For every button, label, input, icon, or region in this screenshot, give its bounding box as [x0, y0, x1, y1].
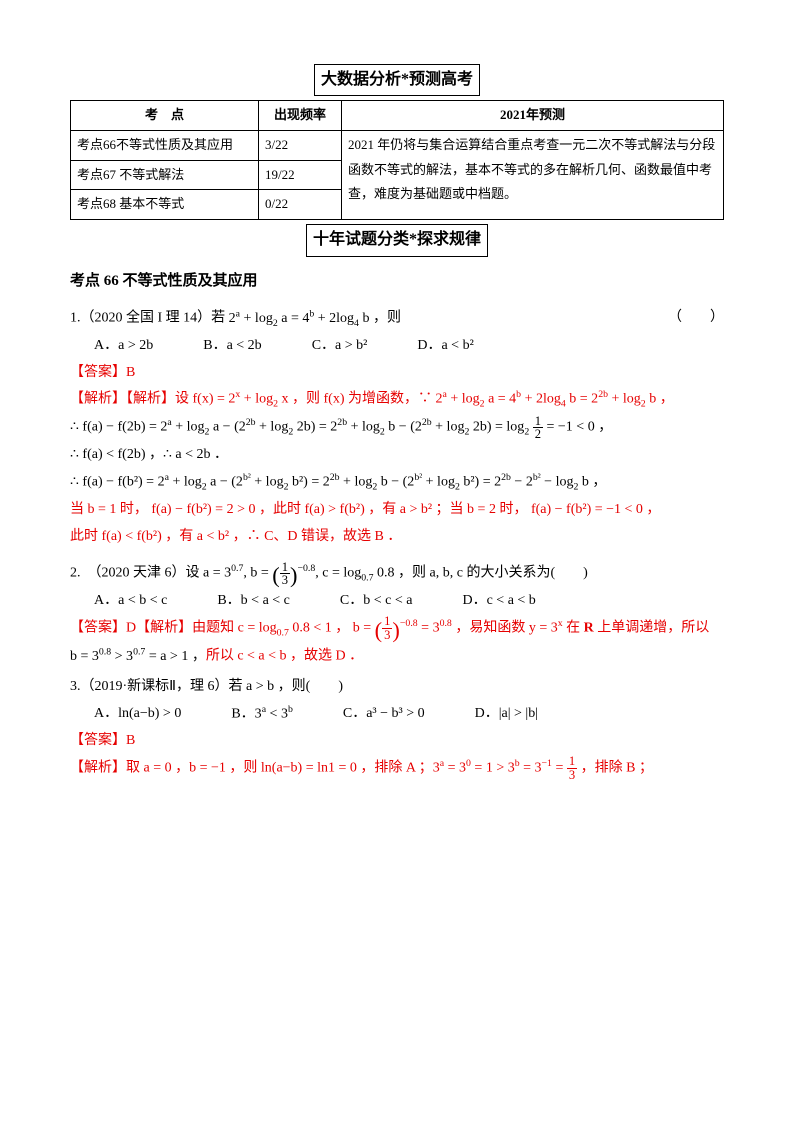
opt-d: D．c < a < b: [462, 588, 535, 615]
table-header-row: 考 点 出现频率 2021年预测: [71, 101, 724, 131]
question-3: 3.（2019·新课标Ⅱ，理 6）若 a > b ，则( ) A．ln(a−b)…: [70, 674, 724, 782]
q1-answer: 【答案】B: [70, 360, 724, 387]
q2-stem: 2. （2020 天津 6）设 a = 30.7, b = (13)−0.8, …: [70, 560, 724, 588]
table-row: 考点66不等式性质及其应用 3/22 2021 年仍将与集合运算结合重点考查一元…: [71, 131, 724, 161]
opt-b: B．a < 2b: [203, 333, 261, 360]
th-freq: 出现频率: [259, 101, 342, 131]
question-1: 1.（2020 全国 I 理 14）若 2a + log2 a = 4b + 2…: [70, 305, 724, 550]
cell-freq: 3/22: [259, 131, 342, 161]
opt-c: C．a > b²: [312, 333, 368, 360]
opt-d: D．a < b²: [417, 333, 473, 360]
cell-point: 考点68 基本不等式: [71, 190, 259, 220]
cell-freq: 0/22: [259, 190, 342, 220]
q3-options: A．ln(a−b) > 0 B．3a < 3b C．a³ − b³ > 0 D．…: [94, 701, 724, 728]
q1-blank: （ ）: [668, 305, 724, 333]
q1-exp2: ∴ f(a) − f(2b) = 2a + log2 a − (22b + lo…: [70, 414, 724, 442]
cell-point: 考点66不等式性质及其应用: [71, 131, 259, 161]
cell-freq: 19/22: [259, 160, 342, 190]
q1-exp5: 当 b = 1 时， f(a) − f(b²) = 2 > 0 ，此时 f(a)…: [70, 497, 724, 524]
opt-c: C．b < c < a: [340, 588, 413, 615]
th-point: 考 点: [71, 101, 259, 131]
title-ten-year: 十年试题分类*探求规律: [70, 224, 724, 256]
q1-exp4: ∴ f(a) − f(b²) = 2a + log2 a − (2b² + lo…: [70, 469, 724, 497]
q2-options: A．a < b < c B．b < a < c C．b < c < a D．c …: [94, 588, 724, 615]
opt-c: C．a³ − b³ > 0: [343, 701, 425, 728]
title-big-data: 大数据分析*预测高考: [70, 64, 724, 96]
q3-answer: 【答案】B: [70, 728, 724, 755]
q1-stem: 1.（2020 全国 I 理 14）若 2a + log2 a = 4b + 2…: [70, 305, 724, 333]
cell-forecast: 2021 年仍将与集合运算结合重点考查一元二次不等式解法与分段函数不等式的解法，…: [342, 131, 724, 220]
forecast-table: 考 点 出现频率 2021年预测 考点66不等式性质及其应用 3/22 2021…: [70, 100, 724, 220]
opt-a: A．ln(a−b) > 0: [94, 701, 181, 728]
opt-b: B．3a < 3b: [231, 701, 293, 728]
opt-a: A．a < b < c: [94, 588, 167, 615]
cell-point: 考点67 不等式解法: [71, 160, 259, 190]
q1-options: A．a > 2b B．a < 2b C．a > b² D．a < b²: [94, 333, 724, 360]
opt-d: D．|a| > |b|: [475, 701, 538, 728]
q1-exp1: 【解析】【解析】设 f(x) = 2x + log2 x ，则 f(x) 为增函…: [70, 386, 724, 414]
question-2: 2. （2020 天津 6）设 a = 30.7, b = (13)−0.8, …: [70, 560, 724, 670]
opt-a: A．a > 2b: [94, 333, 153, 360]
q1-exp6: 此时 f(a) < f(b²) ，有 a < b² ，∴ C、D 错误，故选 B…: [70, 524, 724, 551]
q2-exp1: 【答案】D【解析】由题知 c = log0.7 0.8 < 1 ， b = (1…: [70, 615, 724, 643]
q2-exp2: b = 30.8 > 30.7 = a > 1 ，所以 c < a < b ，故…: [70, 643, 724, 670]
opt-b: B．b < a < c: [217, 588, 290, 615]
section-heading: 考点 66 不等式性质及其应用: [70, 267, 724, 296]
q3-exp: 【解析】取 a = 0 ，b = −1 ，则 ln(a−b) = ln1 = 0…: [70, 755, 724, 782]
th-forecast: 2021年预测: [342, 101, 724, 131]
q3-stem: 3.（2019·新课标Ⅱ，理 6）若 a > b ，则( ): [70, 674, 724, 701]
q1-exp3: ∴ f(a) < f(2b) ，∴ a < 2b ．: [70, 442, 724, 469]
